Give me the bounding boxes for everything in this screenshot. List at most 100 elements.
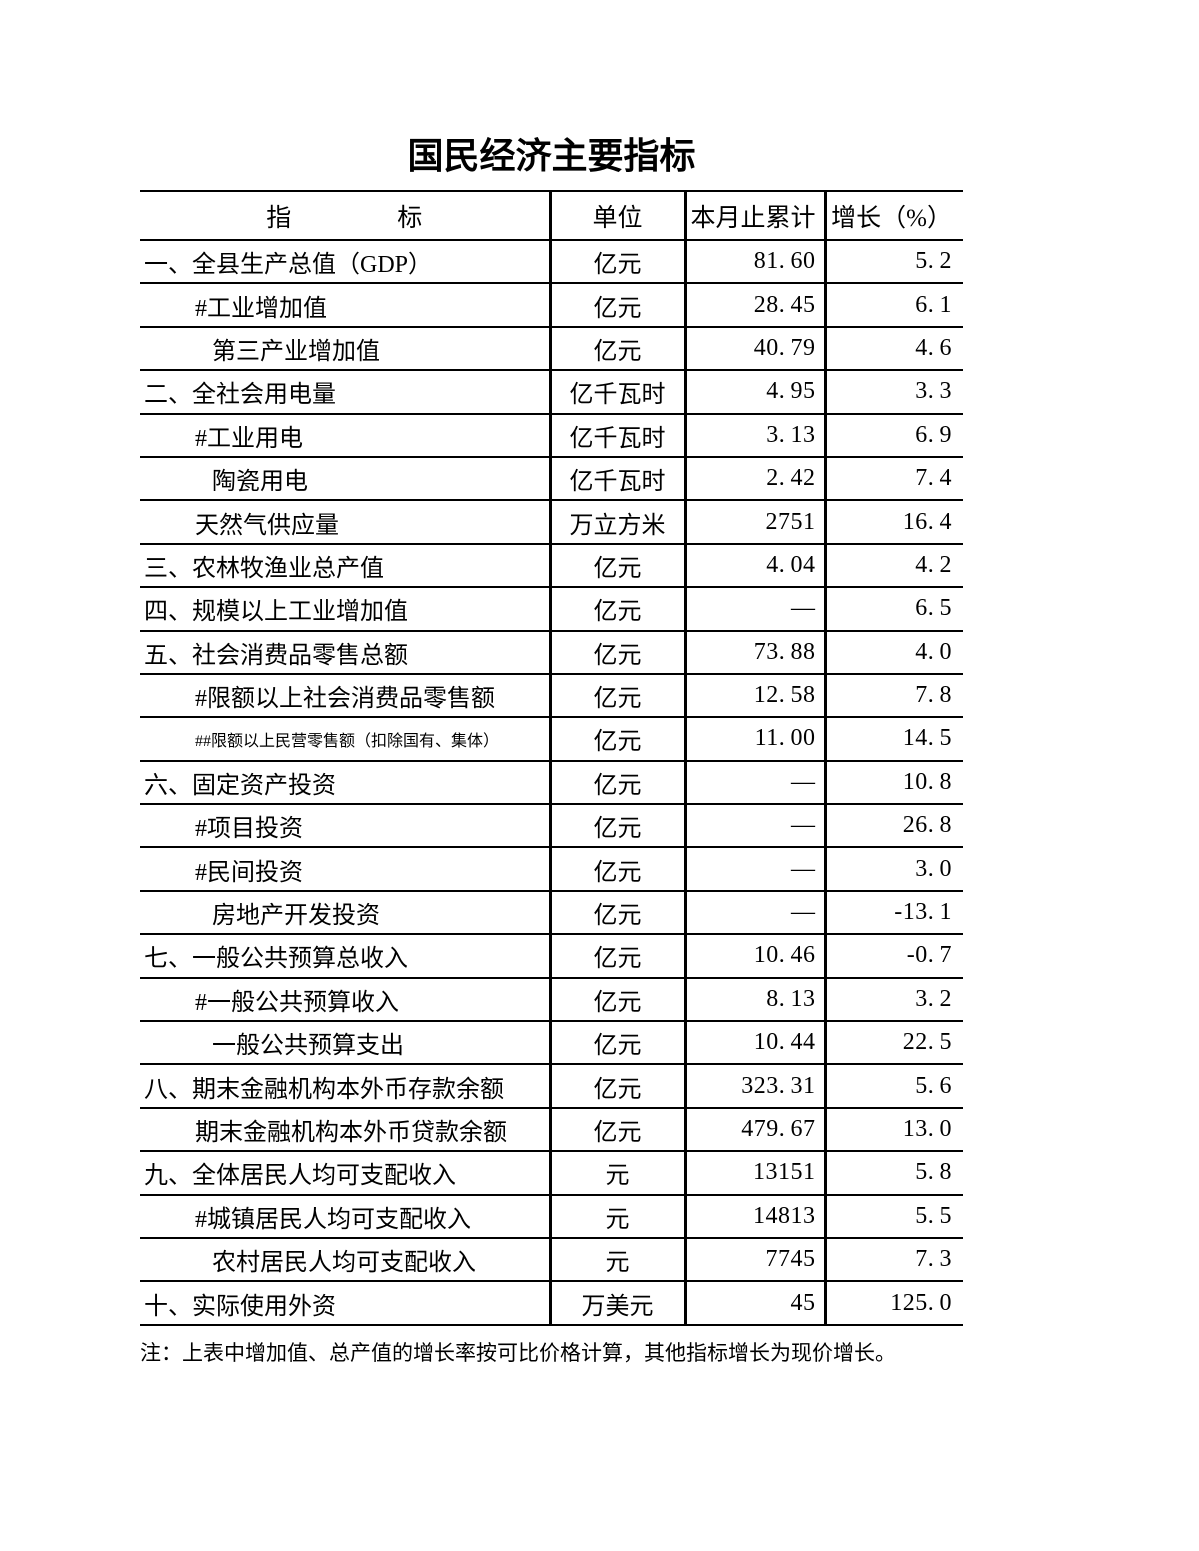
growth-cell: 7. 4 — [823, 456, 963, 502]
growth-cell: 3. 3 — [823, 370, 963, 415]
unit-cell: 亿元 — [548, 1064, 685, 1109]
unit-cell: 亿元 — [548, 977, 685, 1023]
unit-cell: 亿元 — [548, 760, 685, 806]
indicator-cell: 一、全县生产总值（GDP） — [140, 240, 550, 285]
cumulative-cell: — — [683, 587, 825, 632]
unit-cell: 亿千瓦时 — [548, 413, 685, 458]
growth-cell: 3. 2 — [823, 977, 963, 1023]
unit-cell: 元 — [548, 1151, 685, 1196]
cumulative-cell: 4. 04 — [683, 543, 825, 589]
growth-cell: 16. 4 — [823, 500, 963, 545]
table-row: #工业用电 亿千瓦时 3. 13 6. 9 — [140, 413, 963, 458]
unit-cell: 亿元 — [548, 717, 685, 762]
cumulative-cell: 13151 — [683, 1151, 825, 1196]
table-row: 房地产开发投资 亿元 — -13. 1 — [140, 890, 963, 936]
header-growth: 增长（%） — [823, 190, 963, 241]
header-unit: 单位 — [548, 190, 685, 241]
header-indicator-char2: 标 — [397, 204, 423, 232]
cumulative-cell: 73. 88 — [683, 630, 825, 675]
unit-cell: 亿千瓦时 — [548, 370, 685, 415]
indicator-cell: 第三产业增加值 — [140, 326, 550, 372]
cumulative-cell: 4. 95 — [683, 370, 825, 415]
indicator-cell: 八、期末金融机构本外币存款余额 — [140, 1064, 550, 1109]
cumulative-cell: 479. 67 — [683, 1107, 825, 1153]
table-row: #民间投资 亿元 — 3. 0 — [140, 847, 963, 892]
table-row: #限额以上社会消费品零售额 亿元 12. 58 7. 8 — [140, 673, 963, 719]
indicator-cell: #城镇居民人均可支配收入 — [140, 1194, 550, 1239]
table-row: #城镇居民人均可支配收入 元 14813 5. 5 — [140, 1194, 963, 1239]
cumulative-cell: 10. 44 — [683, 1021, 825, 1066]
unit-cell: 亿元 — [548, 240, 685, 285]
indicator-cell: 农村居民人均可支配收入 — [140, 1237, 550, 1283]
indicator-cell: 期末金融机构本外币贷款余额 — [140, 1107, 550, 1153]
growth-cell: 4. 2 — [823, 543, 963, 589]
indicator-cell: 三、农林牧渔业总产值 — [140, 543, 550, 589]
unit-cell: 亿元 — [548, 890, 685, 936]
table-row: 一、全县生产总值（GDP） 亿元 81. 60 5. 2 — [140, 240, 963, 285]
cumulative-cell: 40. 79 — [683, 326, 825, 372]
unit-cell: 亿元 — [548, 847, 685, 892]
growth-cell: 4. 6 — [823, 326, 963, 372]
cumulative-cell: 45 — [683, 1281, 825, 1326]
cumulative-cell: 10. 46 — [683, 934, 825, 979]
header-indicator-char1: 指 — [266, 204, 292, 232]
cumulative-cell: — — [683, 804, 825, 849]
growth-cell: 22. 5 — [823, 1021, 963, 1066]
table-row: 四、规模以上工业增加值 亿元 — 6. 5 — [140, 587, 963, 632]
table-row: #一般公共预算收入 亿元 8. 13 3. 2 — [140, 977, 963, 1023]
growth-cell: 13. 0 — [823, 1107, 963, 1153]
indicator-cell: #工业增加值 — [140, 283, 550, 328]
indicator-cell: 九、全体居民人均可支配收入 — [140, 1151, 550, 1196]
table-row: 二、全社会用电量 亿千瓦时 4. 95 3. 3 — [140, 370, 963, 415]
indicators-table: 指 标 单位 本月止累计 增长（%） 一、全县生产总值（GDP） 亿元 81. … — [140, 190, 963, 1326]
growth-cell: 7. 8 — [823, 673, 963, 719]
growth-cell: 6. 1 — [823, 283, 963, 328]
indicator-cell: 六、固定资产投资 — [140, 760, 550, 806]
table-row: 七、一般公共预算总收入 亿元 10. 46 -0. 7 — [140, 934, 963, 979]
page-title: 国民经济主要指标 — [407, 135, 696, 176]
indicator-cell: #限额以上社会消费品零售额 — [140, 673, 550, 719]
indicator-cell: #项目投资 — [140, 804, 550, 849]
growth-cell: 10. 8 — [823, 760, 963, 806]
header-row: 指 标 单位 本月止累计 增长（%） — [140, 190, 963, 241]
cumulative-cell: 11. 00 — [683, 717, 825, 762]
indicator-cell: ##限额以上民营零售额（扣除国有、集体） — [140, 717, 550, 762]
indicator-cell: 天然气供应量 — [140, 500, 550, 545]
unit-cell: 亿元 — [548, 283, 685, 328]
cumulative-cell: 3. 13 — [683, 413, 825, 458]
growth-cell: 125. 0 — [823, 1281, 963, 1326]
unit-cell: 亿元 — [548, 1021, 685, 1066]
table-row: 期末金融机构本外币贷款余额 亿元 479. 67 13. 0 — [140, 1107, 963, 1153]
cumulative-cell: — — [683, 890, 825, 936]
cumulative-cell: — — [683, 847, 825, 892]
indicator-cell: 五、社会消费品零售总额 — [140, 630, 550, 675]
cumulative-cell: 8. 13 — [683, 977, 825, 1023]
indicator-cell: 七、一般公共预算总收入 — [140, 934, 550, 979]
unit-cell: 亿元 — [548, 543, 685, 589]
table-row: 天然气供应量 万立方米 2751 16. 4 — [140, 500, 963, 545]
table-row: 九、全体居民人均可支配收入 元 13151 5. 8 — [140, 1151, 963, 1196]
cumulative-cell: 12. 58 — [683, 673, 825, 719]
unit-cell: 亿元 — [548, 326, 685, 372]
growth-cell: 5. 5 — [823, 1194, 963, 1239]
header-indicator: 指 标 — [140, 190, 550, 241]
table-row: 陶瓷用电 亿千瓦时 2. 42 7. 4 — [140, 456, 963, 502]
unit-cell: 万美元 — [548, 1281, 685, 1326]
cumulative-cell: — — [683, 760, 825, 806]
table-row: 三、农林牧渔业总产值 亿元 4. 04 4. 2 — [140, 543, 963, 589]
growth-cell: 7. 3 — [823, 1237, 963, 1283]
indicator-cell: 十、实际使用外资 — [140, 1281, 550, 1326]
table-row: 一般公共预算支出 亿元 10. 44 22. 5 — [140, 1021, 963, 1066]
growth-cell: -13. 1 — [823, 890, 963, 936]
cumulative-cell: 14813 — [683, 1194, 825, 1239]
unit-cell: 元 — [548, 1237, 685, 1283]
indicator-cell: 四、规模以上工业增加值 — [140, 587, 550, 632]
growth-cell: 4. 0 — [823, 630, 963, 675]
indicator-cell: #工业用电 — [140, 413, 550, 458]
unit-cell: 亿千瓦时 — [548, 456, 685, 502]
growth-cell: 3. 0 — [823, 847, 963, 892]
growth-cell: 6. 9 — [823, 413, 963, 458]
unit-cell: 万立方米 — [548, 500, 685, 545]
growth-cell: 5. 2 — [823, 240, 963, 285]
indicator-cell: 一般公共预算支出 — [140, 1021, 550, 1066]
